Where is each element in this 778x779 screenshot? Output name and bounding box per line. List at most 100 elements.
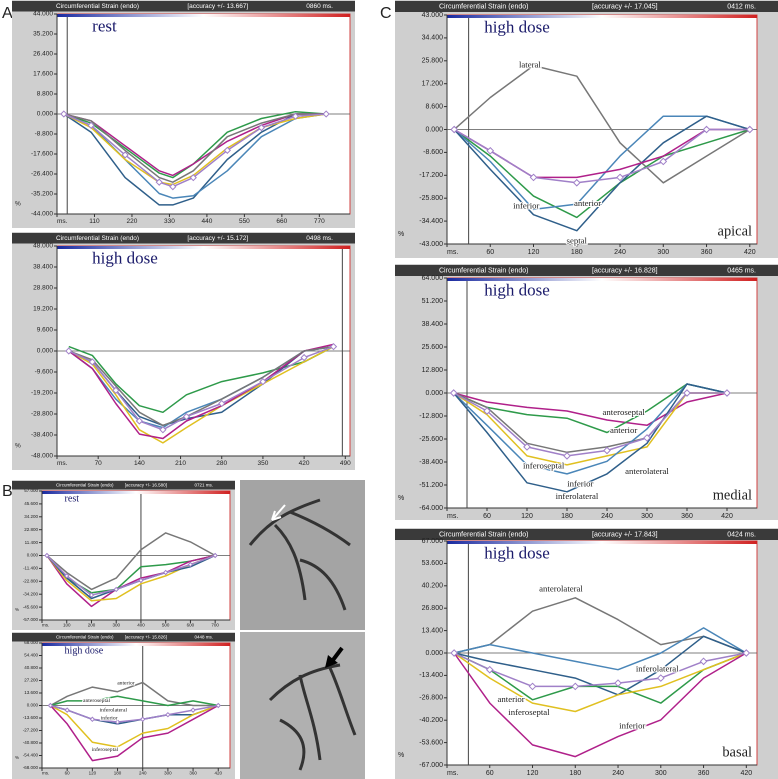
y-tick-label: 22.800 bbox=[24, 527, 38, 532]
diamond-marker bbox=[64, 707, 70, 713]
diamond-marker bbox=[485, 665, 494, 674]
diamond-marker bbox=[44, 552, 50, 559]
diamond-marker bbox=[563, 452, 571, 460]
x-tick-label: 100 bbox=[63, 623, 71, 628]
strain-chart: Circumferential Strain (endo) [accuracy +… bbox=[395, 264, 778, 520]
strain-chart: Circumferential Strain (endo) [accuracy +… bbox=[395, 0, 778, 258]
strain-curve bbox=[453, 383, 728, 493]
segment-annotation: anterior bbox=[498, 694, 525, 704]
segment-annotation: inferior bbox=[567, 479, 593, 489]
time: 0424 ms. bbox=[727, 531, 756, 538]
y-tick-label: 17.200 bbox=[422, 81, 444, 88]
y-axis-label: % bbox=[15, 755, 19, 760]
y-tick-label: 13.400 bbox=[422, 627, 444, 634]
strain-curve bbox=[63, 113, 327, 186]
y-tick-label: -11.400 bbox=[23, 566, 38, 571]
color-strip bbox=[42, 491, 230, 494]
x-tick-label: 360 bbox=[698, 770, 710, 777]
time: 0412 ms. bbox=[727, 3, 756, 10]
region-label: apical bbox=[718, 223, 752, 239]
strain-curve bbox=[453, 392, 728, 427]
strain-curve bbox=[68, 345, 334, 427]
y-tick-label: -35.200 bbox=[31, 191, 53, 198]
x-tick-label: 700 bbox=[211, 623, 219, 628]
x-tick-label: 500 bbox=[162, 623, 170, 628]
strain-curve bbox=[453, 115, 751, 232]
y-tick-label: -9.600 bbox=[35, 369, 54, 376]
segment-annotation: inferior bbox=[513, 201, 539, 211]
diamond-marker bbox=[87, 121, 95, 129]
strain-curve bbox=[453, 128, 750, 184]
diamond-marker bbox=[329, 342, 338, 351]
x-tick-label: 660 bbox=[276, 218, 287, 225]
y-tick-label: 0.000 bbox=[27, 553, 39, 558]
x-tick-label: 200 bbox=[88, 623, 96, 628]
accuracy: [accuracy +/- 13.667] bbox=[187, 3, 248, 10]
x-tick-label: 60 bbox=[65, 771, 71, 776]
y-tick-label: -45.600 bbox=[23, 604, 39, 609]
x-tick-label: 240 bbox=[614, 249, 626, 256]
x-tick-label: 360 bbox=[189, 771, 197, 776]
diamond-marker bbox=[571, 682, 580, 691]
diamond-marker bbox=[189, 174, 197, 182]
x-tick-label: 360 bbox=[701, 249, 713, 256]
header-bar bbox=[395, 529, 778, 540]
strain-curve bbox=[68, 343, 334, 440]
panel-label: A bbox=[2, 5, 13, 22]
strain-curve bbox=[453, 652, 747, 713]
diamond-marker bbox=[449, 389, 458, 397]
y-tick-label: 13.600 bbox=[24, 690, 38, 695]
y-tick-label: -51.200 bbox=[419, 482, 443, 489]
x-tick-label: ms. bbox=[42, 771, 49, 776]
x-tick-label: 420 bbox=[740, 770, 752, 777]
strain-curve bbox=[453, 383, 728, 475]
y-tick-label: 34.200 bbox=[24, 514, 38, 519]
y-tick-label: 9.600 bbox=[37, 327, 54, 334]
x-tick-label: 210 bbox=[175, 460, 186, 467]
strain-curve bbox=[453, 652, 747, 758]
y-tick-label: -67.000 bbox=[419, 762, 443, 769]
diamond-marker bbox=[190, 707, 196, 713]
y-tick-label: 34.400 bbox=[422, 35, 444, 42]
y-tick-label: -25.800 bbox=[419, 195, 443, 202]
strain-curve bbox=[68, 345, 334, 431]
diamond-marker bbox=[529, 173, 538, 182]
x-tick-label: 180 bbox=[569, 770, 581, 777]
y-tick-label: 25.800 bbox=[422, 58, 444, 65]
y-tick-label: 11.400 bbox=[25, 540, 39, 545]
x-tick-label: 120 bbox=[521, 513, 533, 520]
x-tick-label: 180 bbox=[114, 771, 122, 776]
x-tick-label: 240 bbox=[139, 771, 147, 776]
time: 0721 ms. bbox=[194, 482, 213, 487]
y-tick-label: 26.400 bbox=[33, 51, 53, 58]
diamond-marker bbox=[223, 146, 231, 154]
y-axis-label: % bbox=[398, 495, 404, 502]
x-tick-label: ms. bbox=[57, 460, 68, 467]
diamond-marker bbox=[702, 125, 711, 134]
strain-curve bbox=[453, 64, 751, 184]
y-tick-label: -34.200 bbox=[23, 591, 39, 596]
diamond-marker bbox=[643, 434, 651, 442]
x-tick-label: 770 bbox=[314, 218, 325, 225]
strain-curve bbox=[63, 113, 327, 199]
y-tick-label: 0.000 bbox=[37, 111, 54, 118]
panel-label: B bbox=[2, 483, 13, 500]
x-tick-label: 70 bbox=[95, 460, 103, 467]
y-tick-label: 53.600 bbox=[422, 560, 444, 567]
diamond-marker bbox=[656, 674, 665, 682]
segment-annotation: inferior bbox=[101, 715, 118, 722]
segment-annotation: anterior bbox=[117, 681, 135, 687]
diamond-marker bbox=[742, 649, 751, 657]
segment-annotation: inferior bbox=[619, 721, 645, 731]
y-tick-label: -27.200 bbox=[23, 728, 39, 733]
angiogram-rest bbox=[240, 480, 365, 630]
strain-curve bbox=[50, 704, 219, 748]
strain-chart: Circumferential Strain (endo) [accuracy +… bbox=[12, 632, 235, 779]
segment-annotation: anteroseptal bbox=[83, 698, 111, 704]
x-tick-label: 60 bbox=[486, 249, 494, 256]
y-tick-label: -48.000 bbox=[31, 453, 53, 460]
y-tick-label: 25.600 bbox=[422, 344, 444, 351]
y-tick-label: 57.000 bbox=[24, 488, 38, 493]
strain-curve bbox=[46, 554, 216, 608]
